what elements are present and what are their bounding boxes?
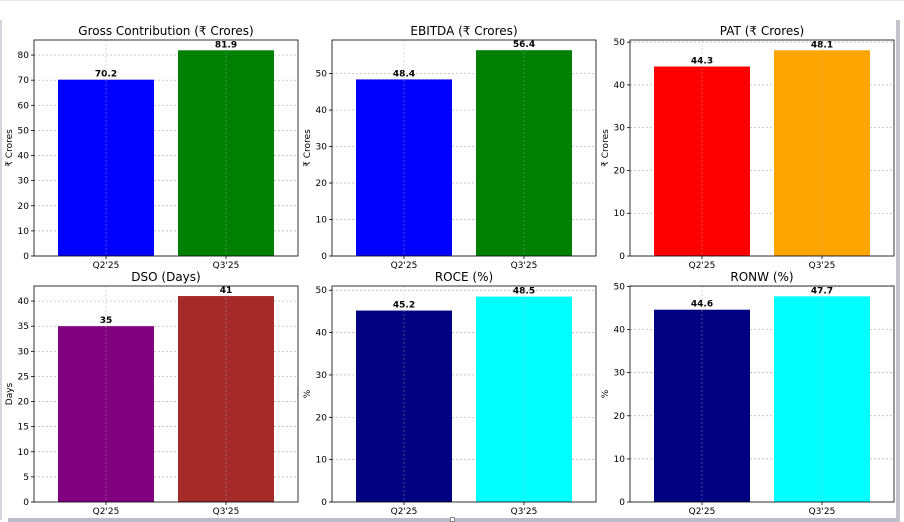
y-tick-label: 20: [614, 412, 626, 422]
y-tick-label: 30: [316, 143, 328, 153]
plot-frame: [629, 39, 895, 257]
y-tick-label: 10: [614, 209, 626, 219]
frame-edge-left: [0, 20, 2, 520]
plot-frame: [331, 39, 597, 257]
chart-title: Gross Contribution (₹ Crores): [78, 24, 253, 38]
bar-value-label: 45.2: [393, 301, 415, 311]
bar-value-label: 70.2: [95, 70, 117, 80]
y-tick-label: 70: [18, 76, 30, 86]
y-tick-label: 20: [18, 398, 30, 408]
y-axis-label: Days: [5, 382, 15, 405]
y-tick-label: 40: [18, 152, 30, 162]
chart-panel-1: Gross Contribution (₹ Crores)70.281.9010…: [5, 24, 299, 271]
y-tick-label: 40: [316, 106, 328, 116]
x-tick-label: Q3'25: [213, 261, 240, 271]
y-tick-label: 10: [614, 455, 626, 465]
chart-title: EBITDA (₹ Crores): [410, 24, 517, 38]
plot-frame: [33, 285, 299, 503]
y-tick-label: 50: [316, 286, 328, 296]
x-tick-label: Q2'25: [391, 507, 418, 517]
y-tick-label: 40: [18, 297, 30, 307]
y-tick-label: 35: [18, 322, 29, 332]
y-tick-label: 60: [18, 101, 30, 111]
y-tick-label: 10: [18, 448, 30, 458]
x-tick-label: Q3'25: [511, 261, 538, 271]
y-tick-label: 25: [18, 372, 29, 382]
x-tick-label: Q2'25: [391, 261, 418, 271]
y-tick-label: 20: [614, 166, 626, 176]
y-axis-label: ₹ Crores: [601, 129, 611, 167]
chart-title: RONW (%): [730, 270, 793, 284]
y-tick-label: 10: [316, 216, 328, 226]
y-tick-label: 10: [18, 227, 30, 237]
x-tick-label: Q3'25: [809, 507, 836, 517]
y-tick-label: 30: [614, 124, 626, 134]
y-tick-label: 40: [614, 326, 626, 336]
frame-edge-right: [896, 20, 900, 522]
bar-value-label: 44.6: [691, 300, 713, 310]
y-axis-label: %: [601, 389, 611, 398]
plot-frame: [33, 39, 299, 257]
y-axis-label: %: [303, 389, 313, 398]
y-tick-label: 50: [18, 126, 30, 136]
chart-panel-2: EBITDA (₹ Crores)48.456.401020304050Q2'2…: [303, 24, 597, 271]
y-tick-label: 50: [614, 38, 626, 48]
y-tick-label: 0: [321, 252, 327, 262]
x-tick-label: Q3'25: [213, 507, 240, 517]
y-tick-label: 30: [18, 177, 30, 187]
chart-title: ROCE (%): [435, 270, 493, 284]
x-tick-label: Q3'25: [511, 507, 538, 517]
y-tick-label: 40: [614, 81, 626, 91]
y-tick-label: 40: [316, 329, 328, 339]
x-tick-label: Q3'25: [809, 261, 836, 271]
y-tick-label: 15: [18, 423, 29, 433]
y-tick-label: 0: [23, 252, 29, 262]
x-tick-label: Q2'25: [93, 261, 120, 271]
y-axis-label: ₹ Crores: [5, 129, 15, 167]
bar-1: [654, 309, 750, 502]
y-tick-label: 20: [316, 413, 328, 423]
y-tick-label: 20: [316, 179, 328, 189]
x-tick-label: Q2'25: [93, 507, 120, 517]
x-tick-label: Q2'25: [689, 507, 716, 517]
y-tick-label: 10: [316, 456, 328, 466]
y-tick-label: 50: [316, 70, 328, 80]
plot-frame: [629, 285, 895, 503]
bar-value-label: 48.4: [393, 69, 415, 79]
y-tick-label: 0: [23, 498, 29, 508]
y-tick-label: 0: [619, 498, 625, 508]
y-tick-label: 80: [18, 51, 30, 61]
plot-frame: [331, 285, 597, 503]
y-tick-label: 30: [316, 371, 328, 381]
y-tick-label: 20: [18, 202, 30, 212]
chart-title: PAT (₹ Crores): [720, 24, 804, 38]
chart-title: DSO (Days): [131, 270, 200, 284]
y-tick-label: 30: [18, 347, 30, 357]
y-tick-label: 0: [321, 498, 327, 508]
y-tick-label: 5: [23, 473, 29, 483]
bar-value-label: 35: [100, 316, 113, 326]
y-tick-label: 50: [614, 282, 626, 292]
y-tick-label: 30: [614, 369, 626, 379]
y-axis-label: ₹ Crores: [303, 129, 313, 167]
y-tick-label: 0: [619, 252, 625, 262]
x-tick-label: Q2'25: [689, 261, 716, 271]
